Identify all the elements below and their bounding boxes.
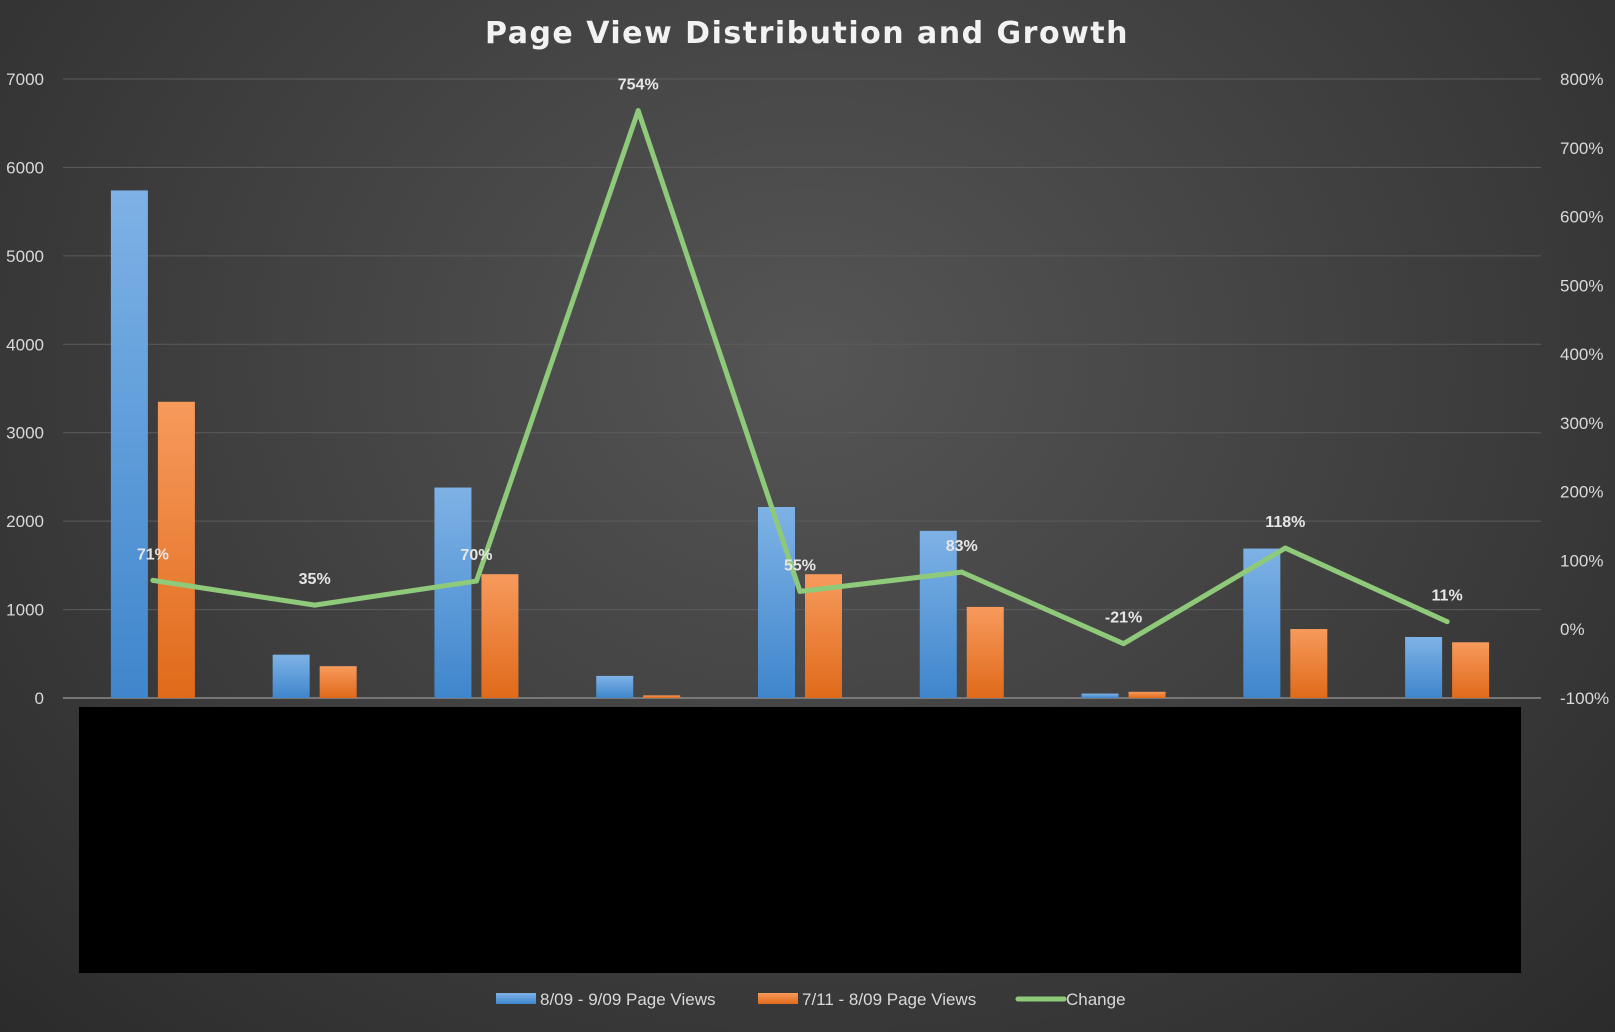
y-right-tick-label: 200%	[1560, 483, 1603, 502]
y-right-tick-label: -100%	[1560, 689, 1609, 708]
legend-swatch	[758, 993, 798, 1004]
y-right-tick-label: 0%	[1560, 620, 1585, 639]
y-right-tick-label: 300%	[1560, 414, 1603, 433]
legend-swatch	[496, 993, 536, 1004]
bar	[805, 574, 842, 698]
redaction-box	[79, 707, 1521, 973]
chart-title: Page View Distribution and Growth	[485, 16, 1129, 51]
change-point	[1282, 545, 1288, 551]
bar	[319, 666, 357, 698]
y-right-tick-label: 500%	[1560, 276, 1603, 295]
bar	[157, 401, 195, 698]
change-data-label: 55%	[784, 557, 816, 574]
change-point	[150, 577, 156, 583]
y-right-tick-label: 700%	[1560, 139, 1603, 158]
y-left-tick-label: 2000	[6, 512, 44, 531]
bar	[434, 487, 472, 698]
bar	[643, 695, 681, 698]
y-right-tick-label: 600%	[1560, 208, 1603, 227]
change-point	[312, 602, 318, 608]
y-left-tick-label: 6000	[6, 158, 44, 177]
bar	[110, 190, 148, 699]
bar	[596, 675, 634, 698]
y-left-tick-label: 1000	[6, 601, 44, 620]
y-left-tick-label: 5000	[6, 247, 44, 266]
bar	[758, 506, 795, 698]
change-data-label: -21%	[1105, 610, 1142, 627]
change-point	[959, 569, 965, 575]
bar	[481, 574, 519, 698]
y-right-tick-label: 400%	[1560, 345, 1603, 364]
bar	[1243, 548, 1281, 698]
y-left-tick-label: 3000	[6, 424, 44, 443]
bar	[1081, 693, 1119, 698]
bar	[1405, 636, 1443, 698]
change-data-label: 11%	[1432, 588, 1463, 605]
bar	[1452, 642, 1490, 698]
change-point	[473, 578, 479, 584]
change-point	[1444, 619, 1450, 625]
change-point	[635, 108, 641, 114]
change-data-label: 71%	[137, 546, 169, 563]
y-left-tick-label: 7000	[6, 70, 44, 89]
y-left-tick-label: 0	[35, 689, 44, 708]
gridlines	[63, 78, 1541, 699]
change-data-label: 83%	[946, 538, 978, 555]
bar	[272, 654, 310, 698]
change-data-label: 70%	[460, 547, 492, 564]
legend-label: 7/11 - 8/09 Page Views	[802, 990, 976, 1009]
axes: 0 1000 2000 3000 4000 5000 6000 7000 -100% 0% 100%…	[6, 70, 1609, 708]
bar	[1128, 691, 1166, 698]
legend: 8/09 - 9/09 Page Views 7/11 - 8/09 Page V…	[496, 990, 1126, 1009]
legend-label: Change	[1066, 990, 1126, 1009]
y-right-tick-label: 800%	[1560, 70, 1603, 89]
change-data-label: 754%	[618, 77, 659, 94]
y-right-tick-label: 100%	[1560, 551, 1603, 570]
bar	[919, 530, 957, 698]
change-point	[797, 588, 803, 594]
change-data-label: 35%	[299, 571, 331, 588]
change-line: 71% 35% 70% 754% 55% 83% -21% 118% 11%	[137, 77, 1463, 647]
bars	[110, 190, 1490, 699]
y-left-tick-label: 4000	[6, 335, 44, 354]
legend-label: 8/09 - 9/09 Page Views	[540, 990, 715, 1009]
bar	[1290, 629, 1328, 698]
bar	[966, 606, 1004, 698]
change-data-label: 118%	[1265, 514, 1305, 531]
change-point	[1121, 641, 1127, 647]
